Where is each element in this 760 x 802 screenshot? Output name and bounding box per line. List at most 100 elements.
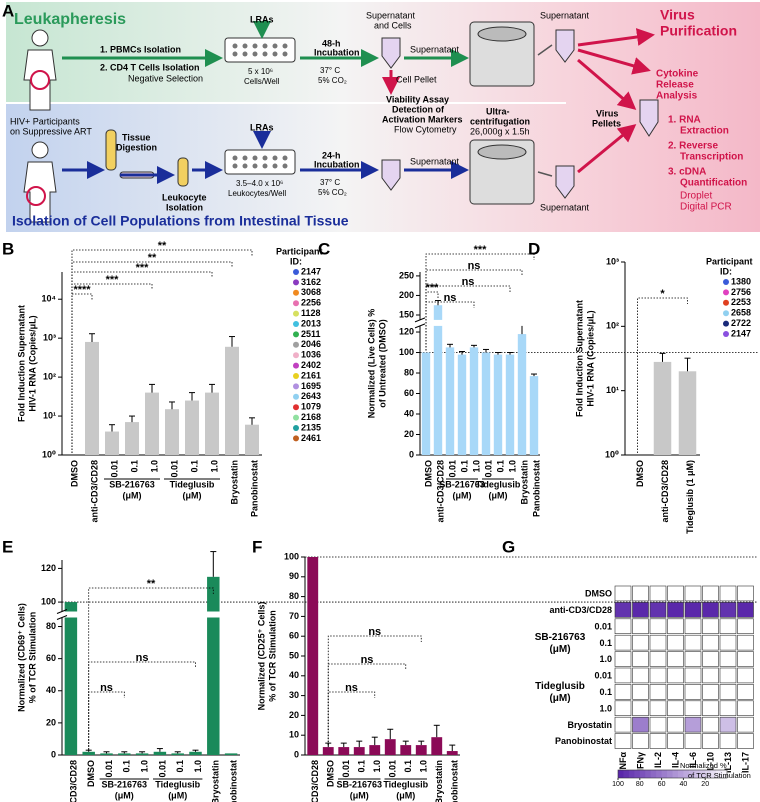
colorbar-step (721, 770, 728, 778)
y-tick-label: 0 (294, 749, 299, 759)
y-tick-label: 10³ (606, 256, 619, 266)
heatmap-cell (614, 585, 632, 602)
row-label: DMSO (585, 589, 612, 599)
arrows (62, 21, 655, 184)
legend-swatch (723, 289, 729, 296)
group-label: (μM) (350, 790, 369, 800)
x-tick-label: 0.1 (403, 760, 413, 773)
heatmap-cell (702, 634, 719, 651)
bar (338, 747, 350, 755)
significance-label: *** (474, 244, 488, 256)
marker-circle (26, 186, 46, 206)
heatmap-cell (684, 651, 702, 667)
row-label: 1.0 (599, 703, 612, 713)
label: 26,000g x 1.5h (470, 126, 530, 136)
heatmap-cell (667, 618, 684, 634)
group-label: SB-216763 (535, 632, 586, 643)
legend-label: 2161 (301, 370, 321, 380)
significance-bracket (425, 253, 535, 351)
x-tick-label: 0.01 (483, 460, 493, 478)
axis-break (414, 323, 426, 329)
bar (505, 354, 515, 455)
label: 2. Reverse (668, 141, 718, 152)
group-label: SB-216763 (109, 479, 155, 489)
axis-break (56, 611, 240, 618)
significance-label: **** (73, 284, 91, 296)
x-tick-label: Panobinostat (228, 760, 238, 802)
bar (517, 334, 527, 455)
label: Supernatant (410, 156, 460, 166)
colorbar-step (716, 770, 723, 778)
legend-label: 2256 (301, 298, 321, 308)
axis-break (56, 609, 68, 614)
heatmap-cell (719, 651, 737, 667)
significance-label: *** (426, 282, 440, 294)
bar (165, 409, 179, 455)
x-tick-label: DMSO (86, 760, 96, 787)
x-tick-label: 1.0 (419, 760, 429, 773)
y-tick-label: 80 (46, 621, 56, 631)
x-tick-label: DMSO (635, 460, 645, 487)
colorbar-label: Normalized % (680, 761, 727, 770)
heatmap-cell (667, 667, 684, 684)
label: Flow Cytometry (394, 124, 457, 134)
bar (125, 422, 139, 455)
x-tick-label: 0.01 (341, 760, 351, 778)
label: 2. CD4 T Cells Isolation (100, 62, 200, 72)
colorbar-step (639, 770, 646, 778)
heatmap-cell (684, 602, 702, 618)
heatmap-cell (737, 634, 754, 651)
label: Ultra- (486, 106, 510, 116)
label: Cell Pellet (396, 74, 437, 84)
x-tick-label: Bryostatin (434, 760, 444, 802)
bar (118, 753, 131, 755)
label: 37° C (320, 178, 340, 187)
colorbar-frame (617, 769, 728, 779)
legend-swatch (293, 352, 299, 359)
bar (431, 737, 443, 755)
heading: Purification (660, 23, 737, 39)
significance-label: ns (444, 292, 457, 304)
y-tick-label: 20 (46, 717, 56, 727)
legend-label: 2461 (301, 433, 321, 443)
heatmap-cell (737, 700, 754, 716)
heatmap-cell (702, 684, 719, 700)
heatmap-cell (684, 667, 702, 684)
group-label: Tideglusib (535, 681, 585, 692)
bar (135, 753, 149, 755)
heatmap-cell (719, 602, 737, 618)
legend-swatch (293, 310, 299, 317)
legend-swatch (293, 383, 299, 390)
heatmap-cell (719, 700, 737, 716)
row-label: 0.1 (599, 687, 612, 697)
significance-label: ns (345, 682, 358, 694)
significance-bracket (327, 635, 422, 746)
x-tick-label: DMSO (326, 760, 336, 787)
label: Supernatant (540, 10, 590, 20)
y-tick-label: 150 (399, 309, 414, 319)
label: Activation Markers (382, 114, 463, 124)
x-tick-label: anti-CD3/CD28 (660, 460, 670, 523)
significance-label: ns (100, 682, 113, 694)
panel-label: A (2, 1, 14, 20)
heatmap-cell (667, 602, 684, 618)
y-axis-label: HIV-1 RNA (Copies/μL) (27, 315, 37, 411)
legend-swatch (293, 414, 299, 421)
y-tick-label: 60 (404, 388, 414, 398)
x-tick-label: 0.1 (129, 460, 139, 473)
heatmap-cell (632, 733, 649, 749)
colorbar-step (667, 770, 673, 778)
marker-circle (30, 70, 50, 90)
heatmap-cell (702, 602, 719, 618)
significance-label: ns (136, 652, 149, 664)
x-tick-label: anti-CD3/CD28 (310, 760, 320, 802)
column-label: IL-4 (671, 752, 681, 768)
bar (384, 739, 396, 755)
heatmap-cell (614, 716, 632, 733)
legend-swatch (293, 269, 299, 275)
heatmap-cell (667, 733, 684, 749)
significance-label: ns (468, 260, 481, 272)
legend-swatch (293, 321, 299, 327)
x-tick-label: DMSO (69, 460, 79, 487)
heatmap-cell (737, 733, 754, 749)
